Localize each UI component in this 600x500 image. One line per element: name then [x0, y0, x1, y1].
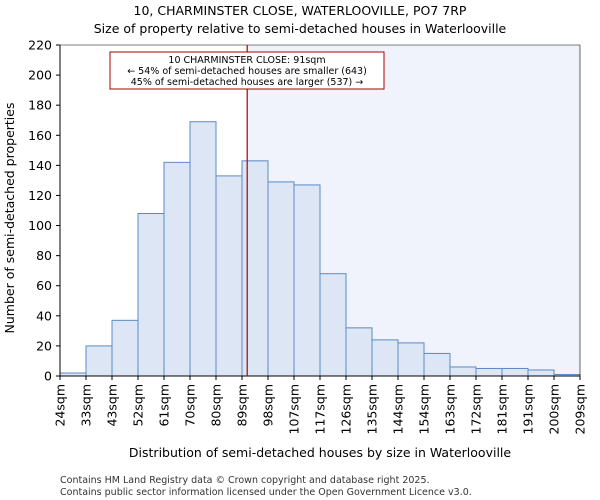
footer-line-1: Contains HM Land Registry data © Crown c… — [60, 475, 430, 486]
x-tick-label: 98sqm — [261, 384, 276, 427]
histogram-bar — [241, 160, 269, 377]
y-tick-label: 160 — [28, 128, 52, 143]
histogram-bar — [215, 175, 243, 377]
histogram-bar — [163, 161, 191, 377]
histogram-bar — [501, 367, 529, 377]
histogram-bar — [319, 273, 347, 377]
annotation-line: ← 54% of semi-detached houses are smalle… — [127, 66, 367, 77]
histogram-bar — [189, 121, 217, 377]
x-tick-label: 89sqm — [235, 384, 250, 427]
plot-area: 0 20 40 60 80 100 120 140 160 180 200 220 24sqm 33sqm… — [28, 38, 587, 435]
y-tick-label: 80 — [36, 248, 52, 263]
y-tick-label: 200 — [28, 68, 52, 83]
x-tick-label: 80sqm — [209, 384, 224, 427]
histogram-bar — [111, 319, 139, 377]
chart-subtitle: Size of property relative to semi-detach… — [94, 21, 507, 36]
x-tick-label: 209sqm — [573, 384, 588, 434]
histogram-bar — [397, 342, 425, 377]
annotation-line: 45% of semi-detached houses are larger (… — [131, 77, 364, 88]
y-tick-label: 100 — [28, 218, 52, 233]
x-tick-label: 52sqm — [131, 384, 146, 427]
y-tick-label: 60 — [36, 278, 52, 293]
x-tick-label: 107sqm — [287, 384, 302, 434]
x-tick-label: 33sqm — [79, 384, 94, 427]
histogram-bar — [449, 366, 477, 377]
y-tick-label: 180 — [28, 98, 52, 113]
x-axis-label: Distribution of semi-detached houses by … — [129, 445, 511, 460]
y-tick-label: 220 — [28, 38, 52, 53]
footer-line-2: Contains public sector information licen… — [60, 487, 472, 498]
histogram-bar — [345, 327, 373, 377]
x-tick-label: 126sqm — [339, 384, 354, 434]
y-tick-label: 0 — [44, 369, 52, 384]
histogram-bar — [423, 352, 451, 377]
x-tick-label: 172sqm — [469, 384, 484, 434]
x-tick-label: 181sqm — [495, 384, 510, 434]
annotation-box — [109, 51, 385, 90]
histogram-bar — [267, 181, 295, 377]
x-tick-label: 24sqm — [53, 384, 68, 427]
histogram-bar — [371, 339, 399, 377]
x-tick-label: 191sqm — [521, 384, 536, 434]
chart-title: 10, CHARMINSTER CLOSE, WATERLOOVILLE, PO… — [134, 3, 467, 18]
histogram-bar — [527, 369, 555, 377]
y-tick-label: 40 — [36, 308, 52, 323]
x-tick-label: 70sqm — [183, 384, 198, 427]
x-tick-label: 163sqm — [443, 384, 458, 434]
histogram-bar — [475, 367, 503, 377]
x-tick-label: 61sqm — [157, 384, 172, 427]
x-tick-label: 135sqm — [365, 384, 380, 434]
y-tick-label: 20 — [36, 338, 52, 353]
y-tick-label: 120 — [28, 188, 52, 203]
histogram-bar — [137, 213, 165, 377]
x-tick-label: 154sqm — [417, 384, 432, 434]
x-tick-label: 200sqm — [547, 384, 562, 434]
x-tick-label: 117sqm — [313, 384, 328, 434]
histogram-bar — [85, 345, 113, 377]
y-tick-label: 140 — [28, 158, 52, 173]
y-axis-label: Number of semi-detached properties — [2, 103, 17, 334]
histogram-bar — [293, 184, 321, 377]
x-tick-label: 43sqm — [105, 384, 120, 427]
x-tick-label: 144sqm — [391, 384, 406, 434]
annotation-line: 10 CHARMINSTER CLOSE: 91sqm — [168, 55, 325, 66]
